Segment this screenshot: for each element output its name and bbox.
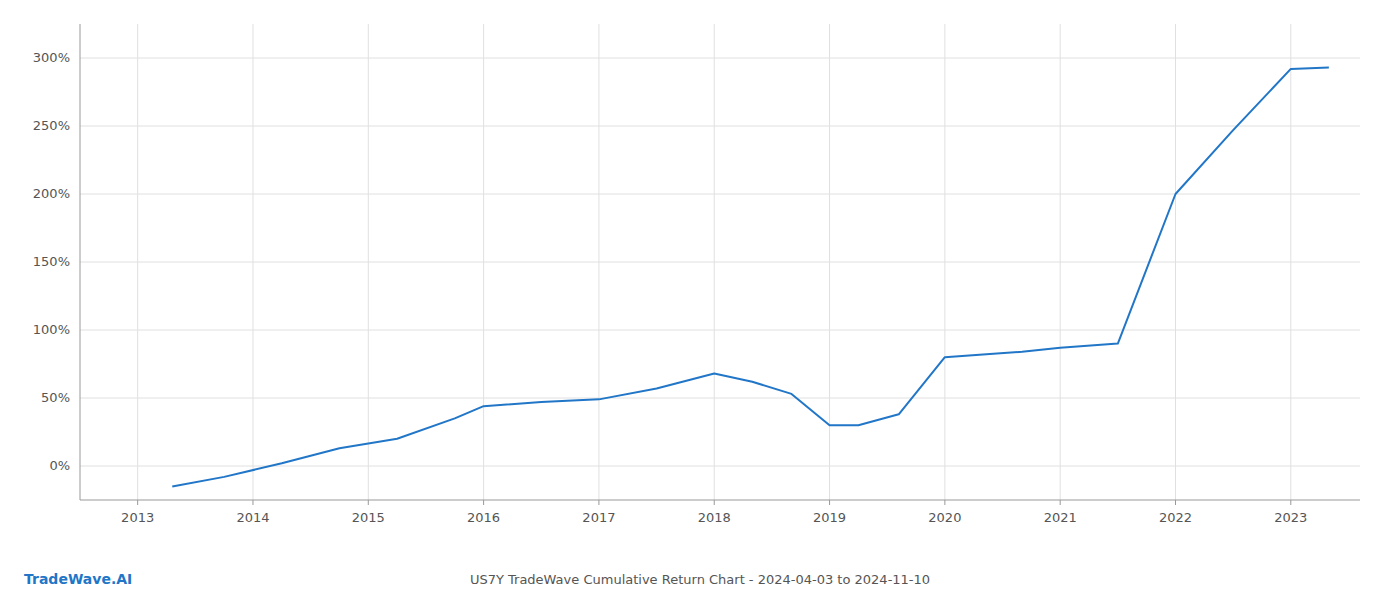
y-grid-line [80, 398, 1360, 399]
x-tick [944, 500, 945, 505]
x-tick [829, 500, 830, 505]
y-grid-line [80, 58, 1360, 59]
x-tick [1290, 500, 1291, 505]
x-tick-label: 2021 [1044, 510, 1077, 525]
line-series [172, 68, 1329, 487]
x-grid-line [1175, 24, 1176, 500]
x-grid-line [829, 24, 830, 500]
x-tick [1175, 500, 1176, 505]
chart-container: 0% 50% 100% 150% 200% 250% 300% 2013 2014 2015 201… [0, 0, 1400, 600]
x-grid-line [944, 24, 945, 500]
x-tick-label: 2015 [352, 510, 385, 525]
y-axis-line [80, 24, 81, 500]
y-tick-label: 0% [49, 458, 70, 473]
grid [80, 24, 1360, 500]
y-grid-line [80, 330, 1360, 331]
x-tick-label: 2022 [1159, 510, 1192, 525]
x-grid-line [598, 24, 599, 500]
x-axis-line [80, 500, 1360, 501]
x-tick [598, 500, 599, 505]
x-grid-line [714, 24, 715, 500]
x-tick [483, 500, 484, 505]
y-tick-label: 250% [33, 118, 70, 133]
axes: 0% 50% 100% 150% 200% 250% 300% 2013 2014 2015 201… [33, 24, 1360, 525]
x-tick-label: 2014 [236, 510, 269, 525]
y-tick-label: 100% [33, 322, 70, 337]
x-tick [1060, 500, 1061, 505]
y-grid-line [80, 194, 1360, 195]
x-tick-label: 2023 [1274, 510, 1307, 525]
x-grid-line [368, 24, 369, 500]
x-tick [368, 500, 369, 505]
x-grid-line [137, 24, 138, 500]
x-tick-label: 2017 [582, 510, 615, 525]
plot-area [172, 68, 1329, 487]
x-tick-label: 2020 [928, 510, 961, 525]
y-tick-label: 300% [33, 50, 70, 65]
x-tick-label: 2016 [467, 510, 500, 525]
chart-svg: 0% 50% 100% 150% 200% 250% 300% 2013 2014 2015 201… [0, 0, 1400, 600]
y-grid-line [80, 262, 1360, 263]
x-tick [137, 500, 138, 505]
y-tick-label: 50% [41, 390, 70, 405]
x-tick [252, 500, 253, 505]
x-grid-line [483, 24, 484, 500]
x-grid-line [252, 24, 253, 500]
x-tick-label: 2013 [121, 510, 154, 525]
x-tick [714, 500, 715, 505]
x-grid-line [1060, 24, 1061, 500]
y-tick-label: 150% [33, 254, 70, 269]
y-grid-line [80, 126, 1360, 127]
x-grid-line [1290, 24, 1291, 500]
watermark: TradeWave.AI [24, 571, 132, 587]
chart-title: US7Y TradeWave Cumulative Return Chart -… [470, 572, 930, 587]
y-tick-label: 200% [33, 186, 70, 201]
x-tick-label: 2018 [698, 510, 731, 525]
x-tick-label: 2019 [813, 510, 846, 525]
